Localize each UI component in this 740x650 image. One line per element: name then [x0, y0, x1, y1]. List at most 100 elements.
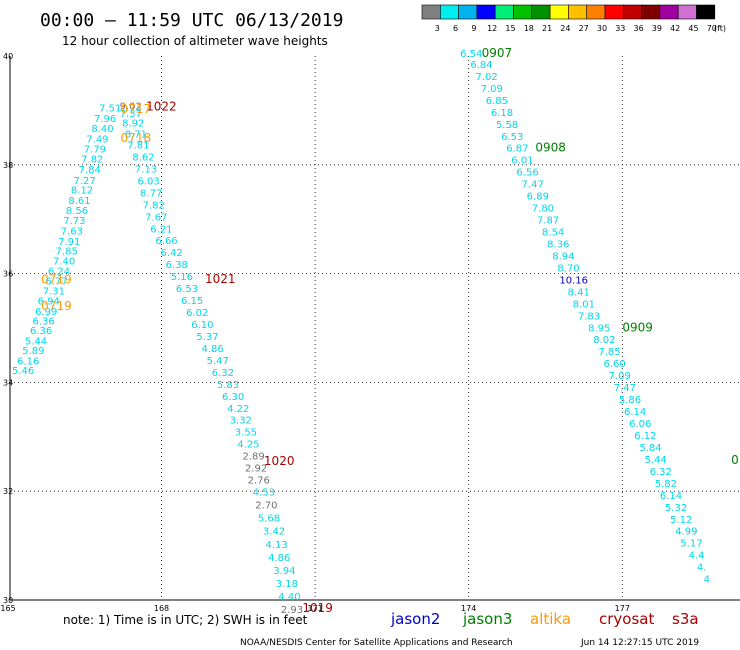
wave-height-value: 6.36 — [30, 326, 52, 337]
lat-tick-34: 34 — [3, 378, 13, 387]
wave-height-value: 7.81 — [127, 140, 149, 151]
wave-height-value: 2.70 — [255, 501, 277, 512]
wave-height-value: 6.14 — [624, 407, 646, 418]
wave-height-value: 7.96 — [94, 114, 116, 125]
wave-height-value: 4.53 — [253, 488, 275, 499]
legend-swatch-70 — [696, 4, 716, 20]
wave-height-value: 8.94 — [552, 251, 574, 262]
page-title: 00:00 – 11:59 UTC 06/13/2019 — [40, 10, 343, 31]
wave-height-value: 8.12 — [71, 186, 93, 197]
wave-height-value: 6.18 — [491, 108, 513, 119]
wave-height-value: 7.82 — [143, 200, 165, 211]
wave-height-value: 6.24 — [48, 267, 70, 278]
wave-height-value: 6.12 — [634, 431, 656, 442]
wave-height-value: 5.46 — [12, 366, 34, 377]
legend-swatch-6 — [439, 4, 459, 20]
wave-height-value: 3.42 — [263, 527, 285, 538]
wave-height-value: 7.73 — [63, 216, 85, 227]
wave-height-value: 6.53 — [501, 132, 523, 143]
satellite-legend: jason2 jason3 altika cryosat s3a — [390, 610, 699, 628]
wave-height-value: 5.12 — [670, 515, 692, 526]
legend-swatch-30 — [586, 4, 606, 20]
wave-height-value: 5.17 — [680, 539, 702, 550]
wave-height-value: 7.09 — [481, 84, 503, 95]
pass-time-label: 0719 — [41, 299, 72, 313]
wave-height-value: 4.25 — [237, 440, 259, 451]
wave-height-value: 6.66 — [155, 236, 177, 247]
wave-height-value: 6.85 — [486, 96, 508, 107]
wave-height-value: 7.49 — [86, 134, 108, 145]
legend-label-18: 18 — [524, 24, 534, 33]
wave-height-value: 6.99 — [35, 307, 57, 318]
satellite-s3a: s3a — [672, 610, 699, 628]
lon-tick-168: 168 — [154, 604, 169, 613]
legend-label-12: 12 — [487, 24, 497, 33]
legend-label-42: 42 — [670, 24, 680, 33]
wave-height-value: 5.16 — [171, 272, 193, 283]
wave-height-value: 6.56 — [516, 168, 538, 179]
wave-height-value: 5.84 — [639, 443, 661, 454]
wave-height-value: 8.54 — [542, 228, 564, 239]
legend-unit: (ft) — [714, 24, 726, 33]
wave-height-value: 8.40 — [91, 124, 113, 135]
wave-height-value: 7.02 — [475, 72, 497, 83]
pass-time-label: 1022 — [146, 99, 177, 113]
pass-time-label: 0908 — [535, 141, 566, 155]
wave-height-value: 2.93 — [281, 605, 303, 616]
lat-tick-32: 32 — [3, 487, 13, 496]
pass-time-label: 0718 — [121, 131, 152, 145]
wave-height-value: 6.87 — [506, 144, 528, 155]
satellite-cryosat: cryosat — [599, 610, 654, 628]
wave-height-value: 6.94 — [38, 297, 60, 308]
altimeter-track-2: 7.378.928.717.818.627.136.038.777.827.67… — [120, 109, 304, 616]
wave-height-value: 4. — [697, 563, 707, 574]
altimeter-track-3: 6.546.847.027.096.856.185.586.536.876.01… — [460, 49, 710, 586]
pass-time-label: 1019 — [302, 601, 333, 615]
lon-tick-174: 174 — [461, 604, 476, 613]
legend-label-15: 15 — [505, 24, 515, 33]
lon-tick-165: 165 — [0, 604, 15, 613]
pass-time-label: 0717 — [121, 102, 152, 116]
legend-label-6: 6 — [453, 24, 458, 33]
satellite-altika: altika — [530, 610, 571, 628]
satellite-jason3: jason3 — [462, 610, 512, 628]
legend-swatch-12 — [476, 4, 496, 20]
wave-height-value: 8.02 — [593, 335, 615, 346]
wave-height-value: 7.82 — [81, 155, 103, 166]
wave-height-value: 7.31 — [43, 286, 65, 297]
pass-time-label: 1021 — [205, 272, 236, 286]
legend-swatch-33 — [604, 4, 624, 20]
wave-height-value: 7.83 — [578, 311, 600, 322]
wave-height-value: 2.92 — [245, 464, 267, 475]
wave-height-value: 6.02 — [186, 308, 208, 319]
wave-height-value: 6.89 — [527, 192, 549, 203]
wave-height-value: 7.80 — [532, 204, 554, 215]
lon-tick-171: 171 — [307, 604, 322, 613]
wave-height-value: 6.01 — [511, 156, 533, 167]
wave-height-value: 7.91 — [58, 237, 80, 248]
wave-height-value: 6.60 — [603, 359, 625, 370]
satellite-jason2: jason2 — [390, 610, 440, 628]
wave-height-value: 8.70 — [557, 263, 579, 274]
wave-height-value: 4.99 — [675, 527, 697, 538]
wave-height-value: 4.13 — [266, 540, 288, 551]
timestamp-text: Jun 14 12:27:15 UTC 2019 — [580, 638, 699, 648]
legend-label-9: 9 — [471, 24, 476, 33]
lat-tick-40: 40 — [3, 52, 13, 61]
legend-label-33: 33 — [615, 24, 625, 33]
legend-label-3: 3 — [435, 24, 440, 33]
wave-height-value: 7.27 — [73, 176, 95, 187]
legend-swatch-45 — [677, 4, 697, 20]
legend-swatch-39 — [641, 4, 661, 20]
wave-height-value: 8.56 — [66, 206, 88, 217]
pass-time-label: 0907 — [482, 46, 513, 60]
wave-height-value: 5.47 — [207, 356, 229, 367]
wave-height-value: 6.36 — [33, 317, 55, 328]
wave-height-value: 5.89 — [22, 346, 44, 357]
wave-height-value: 7.37 — [120, 109, 142, 120]
wave-height-value: 2.89 — [242, 452, 264, 463]
wave-height-value: 6.77 — [45, 276, 67, 287]
wave-height-value: 6.21 — [150, 224, 172, 235]
wave-height-value: 7.40 — [53, 256, 75, 267]
